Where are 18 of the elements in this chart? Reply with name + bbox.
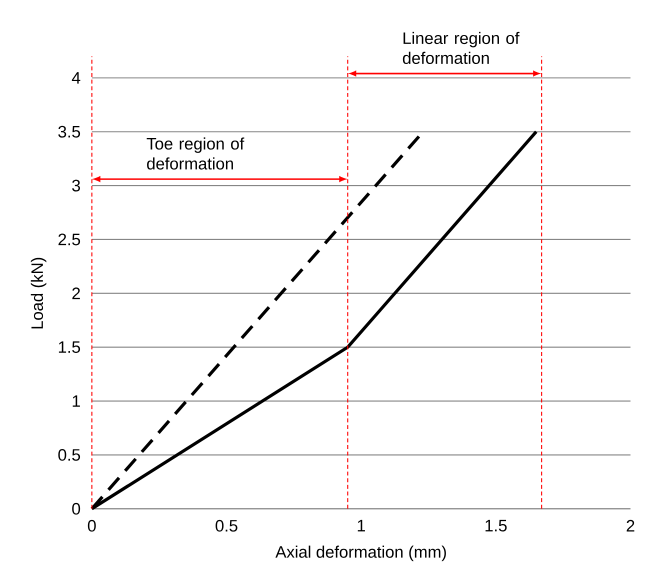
x-tick-label: 1: [358, 520, 365, 532]
y-tick-label: 1: [72, 395, 80, 407]
x-tick-label: 1.5: [486, 520, 507, 532]
x-tick-label: 0.5: [216, 520, 238, 532]
y-tick-label: 1.5: [58, 341, 80, 354]
y-tick-label: 2: [72, 288, 80, 300]
y-tick-label: 3.5: [58, 126, 80, 138]
text: Linear region of deformation: [402, 32, 520, 64]
y-tick-label: 2.5: [58, 234, 80, 246]
x-axis-title: Axial deformation (mm): [275, 546, 446, 562]
y-tick-label: 0: [72, 502, 80, 515]
x-tick-label: 2: [626, 520, 634, 532]
y-tick-label: 3: [72, 180, 80, 192]
y-axis-title: Load (kN): [30, 258, 46, 328]
x-tick-label: 0: [88, 520, 96, 532]
y-tick-label: 0.5: [58, 449, 80, 461]
y-tick-label: 4: [72, 72, 80, 84]
annotation: Toe region of deformation: [146, 137, 244, 170]
